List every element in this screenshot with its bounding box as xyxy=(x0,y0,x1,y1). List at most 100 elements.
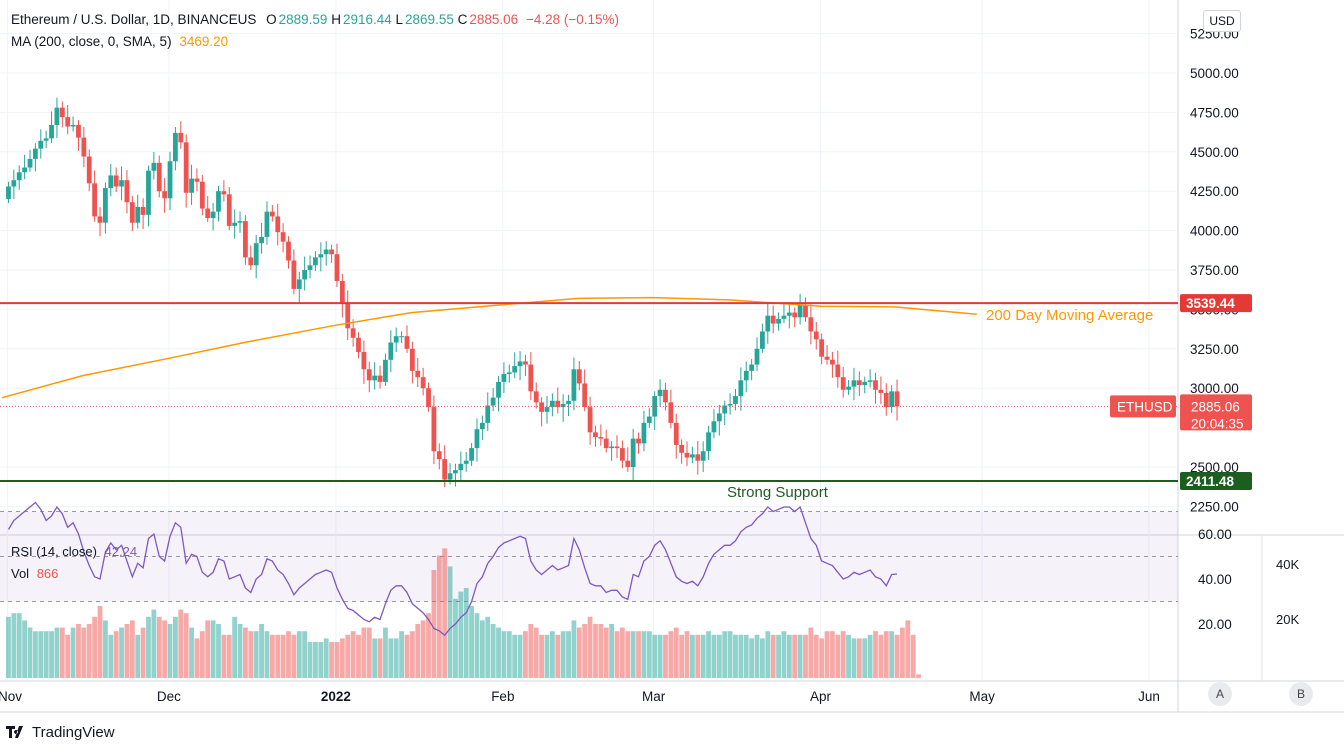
candle-body xyxy=(409,348,415,371)
rsi-value: 42.24 xyxy=(104,544,138,559)
candle-body xyxy=(851,380,857,387)
candle-body xyxy=(167,161,173,199)
volume-bar xyxy=(862,638,868,678)
volume-bar xyxy=(431,570,437,678)
candle-body xyxy=(269,211,275,217)
volume-bar xyxy=(873,631,878,678)
candle-body xyxy=(442,459,448,480)
auto-scale-button[interactable]: A xyxy=(1208,682,1232,706)
x-tick-label: Mar xyxy=(642,689,666,704)
candle-body xyxy=(587,407,593,433)
candle-body xyxy=(598,437,604,439)
candle-body xyxy=(830,359,835,365)
volume-bar xyxy=(587,616,593,678)
volume-bar xyxy=(749,638,755,678)
candle-body xyxy=(415,370,421,378)
y-tick-label: 5000.00 xyxy=(1190,66,1239,81)
change-value: −4.28 (−0.15%) xyxy=(525,12,620,27)
high-value: 2916.44 xyxy=(342,12,392,27)
candle-body xyxy=(199,181,205,209)
volume-bar xyxy=(630,631,636,678)
candle-body xyxy=(792,312,798,318)
tradingview-logo[interactable]: TradingView xyxy=(6,724,115,741)
volume-bar xyxy=(560,631,566,678)
candle-body xyxy=(819,339,825,357)
candle-body xyxy=(808,317,814,332)
volume-bar xyxy=(867,634,873,678)
volume-bar xyxy=(733,634,738,678)
vol-label: Vol xyxy=(11,566,30,581)
volume-bar xyxy=(248,631,254,678)
candle-body xyxy=(835,364,841,378)
candle-body xyxy=(803,304,808,318)
candle-body xyxy=(388,342,394,360)
volume-bar xyxy=(415,624,421,678)
candle-body xyxy=(501,374,507,382)
candle-body xyxy=(603,438,609,449)
candle-body xyxy=(813,331,819,340)
candle-body xyxy=(113,175,119,187)
log-scale-button[interactable]: B xyxy=(1289,682,1313,706)
candle-body xyxy=(323,249,329,255)
candle-body xyxy=(65,117,71,127)
volume-bar xyxy=(356,634,361,678)
candle-body xyxy=(350,328,356,338)
volume-bar xyxy=(781,631,787,678)
candle-body xyxy=(485,405,491,423)
rsi-line xyxy=(7,501,898,637)
candle-body xyxy=(436,451,442,460)
volume-bar xyxy=(501,631,507,678)
volume-bar xyxy=(463,588,469,678)
volume-bar xyxy=(302,631,308,678)
candle-body xyxy=(781,315,787,319)
currency-button[interactable]: USD xyxy=(1203,10,1241,32)
candle-body xyxy=(544,407,550,412)
candle-body xyxy=(393,336,399,343)
volume-bar xyxy=(237,624,243,678)
volume-bar xyxy=(366,627,372,678)
candle-body xyxy=(706,432,711,452)
candle-body xyxy=(733,396,738,404)
volume-bar xyxy=(334,642,340,678)
candle-body xyxy=(151,162,157,171)
candle-body xyxy=(27,158,33,168)
volume-bar xyxy=(549,631,555,678)
candle-body xyxy=(361,351,367,370)
volume-bar xyxy=(65,634,71,678)
volume-bar xyxy=(889,631,895,678)
volume-bar xyxy=(27,627,33,678)
volume-bar xyxy=(447,566,453,678)
volume-bar xyxy=(119,627,124,678)
candle-body xyxy=(576,369,582,384)
candle-body xyxy=(883,392,889,408)
volume-bar xyxy=(189,627,194,678)
candle-body xyxy=(474,429,480,449)
volume-bar xyxy=(679,634,685,678)
volume-bar xyxy=(232,616,238,678)
volume-bar xyxy=(216,624,221,678)
candle-body xyxy=(846,386,851,390)
volume-bar xyxy=(135,634,141,678)
volume-bar xyxy=(194,638,200,678)
volume-bar xyxy=(614,631,620,678)
volume-bar xyxy=(856,638,862,678)
candle-body xyxy=(663,389,668,403)
candle-body xyxy=(458,463,464,471)
x-tick-label: Apr xyxy=(810,689,832,704)
x-tick-label: Feb xyxy=(491,689,514,704)
volume-bar xyxy=(506,631,512,678)
volume-bar xyxy=(286,631,291,678)
candle-body xyxy=(334,254,340,282)
volume-bar xyxy=(571,620,577,678)
volume-bar xyxy=(474,613,480,678)
volume-bar xyxy=(243,627,248,678)
volume-bar xyxy=(835,634,841,678)
candle-body xyxy=(743,370,749,381)
candle-body xyxy=(528,364,534,392)
volume-bar xyxy=(404,634,410,678)
volume-bar xyxy=(910,634,916,678)
y-tick-label: 3250.00 xyxy=(1190,342,1239,357)
volume-bar xyxy=(393,638,399,678)
x-tick-label: May xyxy=(969,689,995,704)
